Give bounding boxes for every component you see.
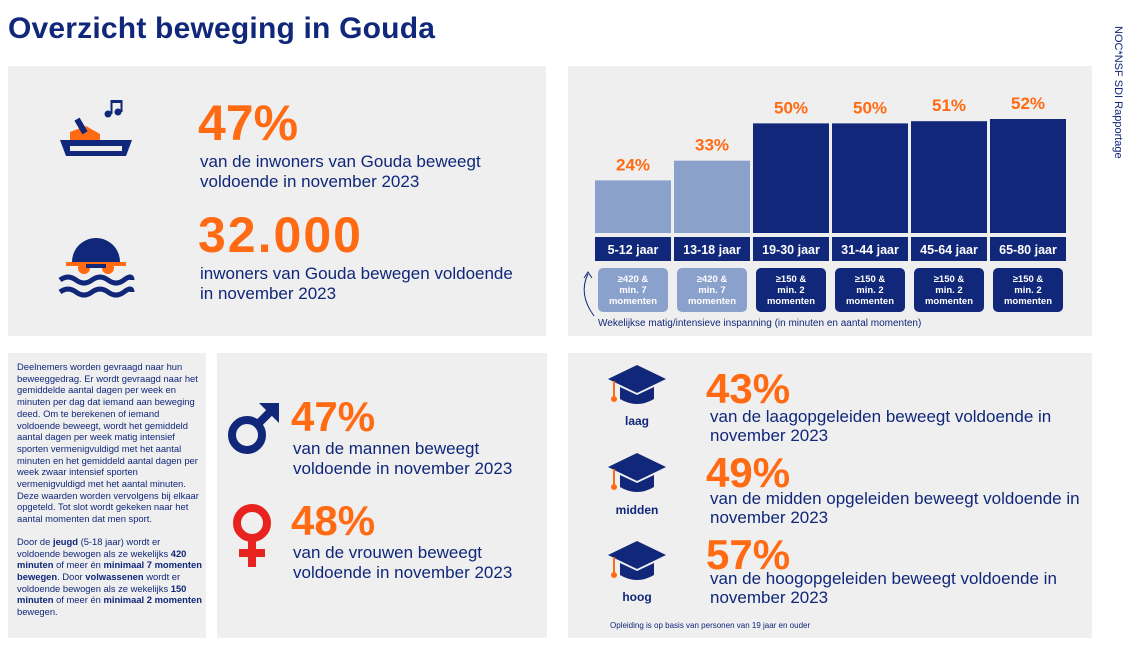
swimmer-icon: [56, 230, 136, 302]
age-bar-chart: 24%5-12 jaar≥420 &min. 7momenten33%13-18…: [583, 94, 1066, 317]
criteria-label: momenten: [925, 296, 973, 307]
bar-value-label: 33%: [695, 136, 729, 155]
edu-percentage-laag: 43%: [706, 365, 791, 412]
overall-count-desc: inwoners van Gouda bewegen voldoende in …: [200, 264, 513, 303]
edu-label-laag: laag: [624, 414, 649, 428]
bar: [753, 123, 829, 233]
category-box: [753, 237, 829, 261]
criteria-label: min. 2: [777, 285, 804, 296]
method-paragraph-2: Door de jeugd (5-18 jaar) wordt er voldo…: [17, 535, 202, 618]
education-panel: laag 43% van de laagopgeleiden beweegt v…: [568, 353, 1092, 638]
criteria-label: min. 7: [698, 285, 725, 296]
category-box: [990, 237, 1066, 261]
criteria-label: min. 7: [619, 285, 646, 296]
bar-value-label: 52%: [1011, 94, 1045, 113]
category-label: 5-12 jaar: [608, 243, 659, 257]
criteria-arrow: [583, 273, 595, 317]
graduation-cap-icon: [606, 363, 668, 415]
category-label: 19-30 jaar: [762, 243, 820, 257]
criteria-label: momenten: [767, 296, 815, 307]
criteria-badge: [993, 268, 1063, 312]
criteria-arrow-head: [583, 271, 593, 279]
bar: [595, 180, 671, 233]
page-title: Overzicht beweging in Gouda: [8, 12, 436, 45]
criteria-label: ≥420 &: [618, 274, 649, 285]
step-aerobics-icon: [56, 100, 136, 164]
criteria-label: ≥150 &: [934, 274, 965, 285]
overall-stats-panel: 47% van de inwoners van Gouda beweegt vo…: [8, 66, 546, 336]
bar: [832, 123, 908, 233]
education-footnote: Opleiding is op basis van personen van 1…: [610, 621, 811, 630]
category-box: [595, 237, 671, 261]
criteria-label: momenten: [1004, 296, 1052, 307]
category-label: 13-18 jaar: [683, 243, 741, 257]
bar: [674, 160, 750, 233]
criteria-label: momenten: [688, 296, 736, 307]
gender-panel: 47% van de mannen beweegt voldoende in n…: [217, 353, 547, 638]
criteria-label: ≥150 &: [1013, 274, 1044, 285]
female-symbol-icon: [229, 503, 275, 569]
source-caption: NOC*NSF SDI Rapportage: [1112, 26, 1124, 159]
category-box: [674, 237, 750, 261]
graduation-cap-icon: [606, 451, 668, 503]
edu-desc-laag: van de laagopgeleiden beweegt voldoende …: [710, 407, 1052, 445]
edu-label-midden: midden: [615, 503, 659, 517]
female-percentage: 48%: [291, 497, 376, 544]
overall-percentage-desc: van de inwoners van Gouda beweegt voldoe…: [200, 152, 481, 191]
category-label: 65-80 jaar: [999, 243, 1057, 257]
criteria-badge: [835, 268, 905, 312]
chart-note: Wekelijkse matig/intensieve inspanning (…: [598, 318, 922, 329]
criteria-label: min. 2: [1014, 285, 1041, 296]
male-percentage: 47%: [291, 393, 376, 440]
category-box: [832, 237, 908, 261]
edu-desc-hoog: van de hoogopgeleiden beweegt voldoende …: [710, 569, 1057, 607]
method-paragraph-1: Deelnemers worden gevraagd naar hun bewe…: [17, 361, 199, 525]
bar: [990, 119, 1066, 233]
male-desc: van de mannen beweegt voldoende in novem…: [293, 439, 513, 478]
bar-value-label: 50%: [853, 98, 887, 117]
criteria-badge: [677, 268, 747, 312]
edu-percentage-hoog: 57%: [706, 531, 791, 578]
overall-count: 32.000: [198, 207, 363, 263]
edu-desc-midden: van de midden opgeleiden beweegt voldoen…: [710, 489, 1080, 527]
criteria-label: ≥150 &: [855, 274, 886, 285]
edu-label-hoog: hoog: [622, 590, 652, 604]
bar-value-label: 50%: [774, 98, 808, 117]
bar-value-label: 24%: [616, 155, 650, 174]
female-desc: van de vrouwen beweegt voldoende in nove…: [293, 543, 513, 582]
method-text: Deelnemers worden gevraagd naar hun bewe…: [17, 361, 203, 629]
criteria-label: momenten: [609, 296, 657, 307]
criteria-label: ≥150 &: [776, 274, 807, 285]
method-panel: Deelnemers worden gevraagd naar hun bewe…: [8, 353, 206, 638]
criteria-label: min. 2: [935, 285, 962, 296]
criteria-badge: [598, 268, 668, 312]
bar-value-label: 51%: [932, 96, 966, 115]
graduation-cap-icon: [606, 539, 668, 591]
criteria-label: momenten: [846, 296, 894, 307]
criteria-label: min. 2: [856, 285, 883, 296]
category-box: [911, 237, 987, 261]
criteria-badge: [914, 268, 984, 312]
overall-percentage: 47%: [198, 95, 299, 151]
category-label: 45-64 jaar: [920, 243, 978, 257]
criteria-badge: [756, 268, 826, 312]
category-label: 31-44 jaar: [841, 243, 899, 257]
age-chart-panel: 24% 5-12 jaar ≥420 & min. 7 momenten 33% 13-18…: [568, 66, 1092, 336]
bar: [911, 121, 987, 233]
edu-percentage-midden: 49%: [706, 449, 791, 496]
male-symbol-icon: [225, 399, 283, 457]
criteria-label: ≥420 &: [697, 274, 728, 285]
